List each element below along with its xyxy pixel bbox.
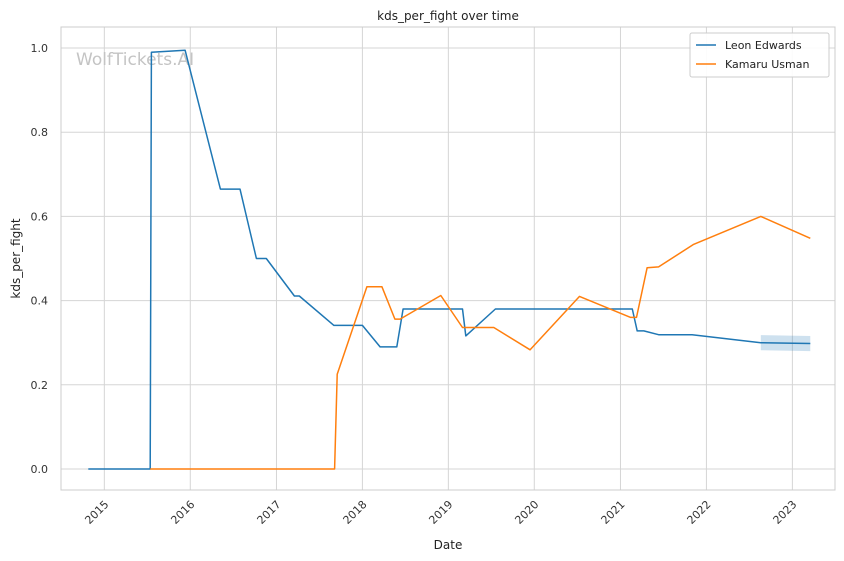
- series-line-leon-edwards: [88, 49, 811, 470]
- y-tick-label: 0.4: [31, 295, 49, 308]
- series-line-kamaru-usman: [150, 215, 811, 470]
- legend-label-leon-edwards: Leon Edwards: [725, 39, 802, 52]
- legend-box: [689, 32, 830, 78]
- y-tick-labels: 0.0 0.2 0.4 0.6 0.8 1.0: [31, 42, 49, 476]
- legend: Leon Edwards Kamaru Usman: [689, 32, 830, 78]
- chart-title: kds_per_fight over time: [377, 9, 519, 23]
- y-tick-label: 0.0: [31, 463, 49, 476]
- y-tick-label: 1.0: [31, 42, 49, 55]
- x-axis-title: Date: [434, 538, 463, 552]
- watermark: WolfTickets.AI: [76, 50, 194, 70]
- y-tick-label: 0.8: [31, 126, 49, 139]
- series-lines: [88, 49, 811, 470]
- grid: [61, 27, 835, 490]
- plot-frame: [60, 26, 836, 491]
- y-tick-label: 0.6: [31, 210, 49, 223]
- y-axis-title: kds_per_fight: [9, 218, 23, 299]
- legend-label-kamaru-usman: Kamaru Usman: [725, 58, 809, 71]
- y-tick-label: 0.2: [31, 379, 49, 392]
